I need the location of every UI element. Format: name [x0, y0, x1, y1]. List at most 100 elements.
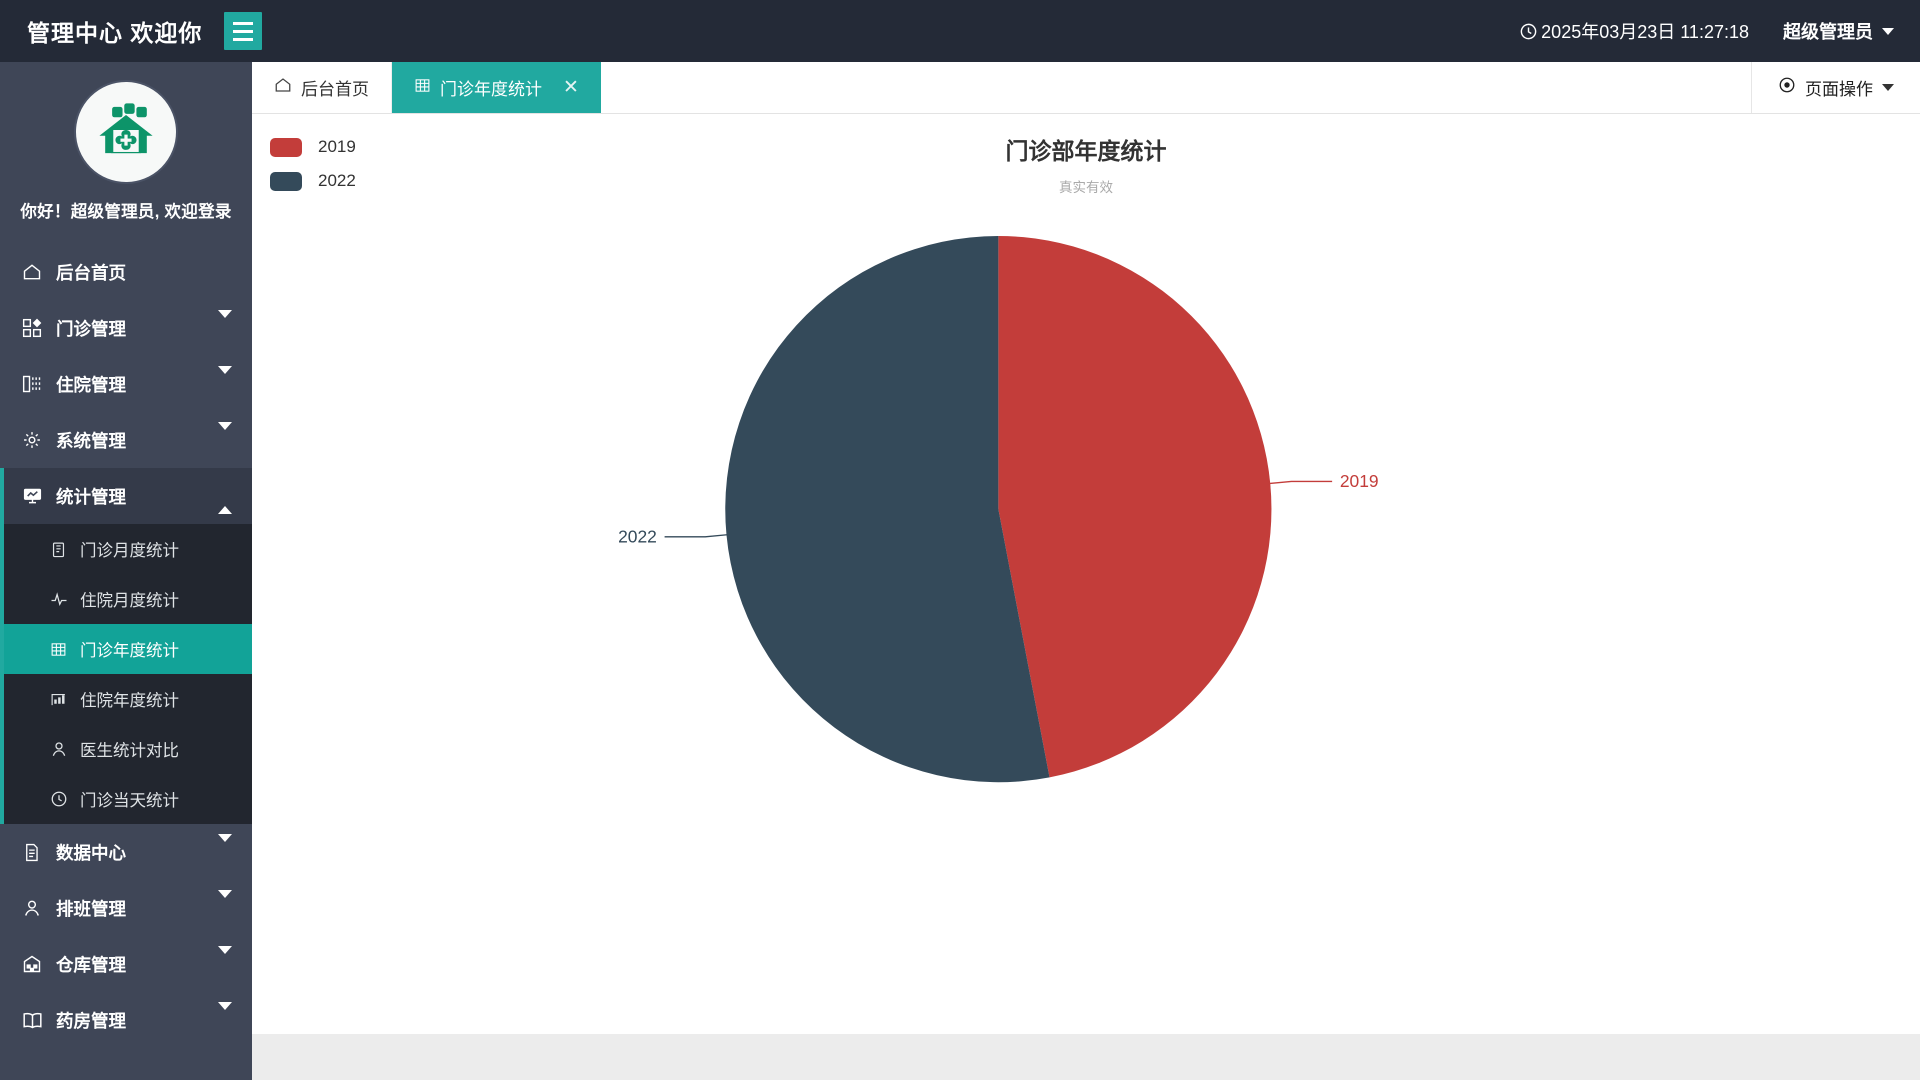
page-title: 管理中心 欢迎你 — [27, 20, 203, 46]
pulse-icon — [50, 590, 72, 608]
user-name-label: 超级管理员 — [1783, 22, 1873, 42]
chart-legend: 2019 2022 — [270, 130, 356, 198]
user-menu[interactable]: 超级管理员 — [1783, 18, 1894, 44]
legend-swatch — [270, 171, 302, 191]
datetime-display: 2025年03月23日 11:27:18 — [1519, 18, 1749, 44]
chevron-down-icon — [1882, 27, 1894, 35]
header-right-group: 2025年03月23日 11:27:18 超级管理员 — [1519, 18, 1920, 44]
user-icon — [50, 740, 72, 758]
sidebar-item-inpatient[interactable]: 住院管理 — [0, 356, 252, 412]
sidebar-item-label: 系统管理 — [56, 430, 126, 451]
tab-home[interactable]: 后台首页 — [252, 62, 392, 113]
sidebar-greeting: 你好！超级管理员, 欢迎登录 — [20, 203, 232, 221]
sidebar-subitem-label: 医生统计对比 — [80, 742, 179, 760]
legend-item-2022[interactable]: 2022 — [270, 164, 356, 198]
book-icon — [22, 1010, 48, 1031]
pie-slice-2022[interactable] — [725, 236, 1050, 783]
pie-slice-2019[interactable] — [998, 236, 1272, 778]
main-region: 后台首页 门诊年度统计 ✕ — [252, 62, 1920, 1080]
tab-label: 后台首页 — [301, 80, 369, 99]
hospital-logo-icon — [89, 93, 163, 172]
sidebar-item-label: 数据中心 — [56, 842, 126, 863]
tab-outpatient-yearly[interactable]: 门诊年度统计 ✕ — [392, 62, 601, 113]
home-icon — [22, 262, 48, 282]
sidebar-item-system[interactable]: 系统管理 — [0, 412, 252, 468]
sidebar-item-label: 住院管理 — [56, 374, 126, 395]
sidebar-item-label: 后台首页 — [56, 262, 126, 283]
pie-svg-wrap: 2019 2022 — [252, 114, 1920, 1034]
sidebar-item-home[interactable]: 后台首页 — [0, 244, 252, 300]
sidebar-subitem-label: 住院年度统计 — [80, 692, 179, 710]
sidebar-item-pharmacy[interactable]: 药房管理 — [0, 992, 252, 1048]
sidebar-item-label: 统计管理 — [56, 486, 126, 507]
sidebar-item-label: 仓库管理 — [56, 954, 126, 975]
pie-leader-line-2022 — [664, 533, 729, 538]
legend-swatch — [270, 137, 302, 157]
sidebar-subitem-label: 门诊月度统计 — [80, 542, 179, 560]
sidebar-item-outpatient[interactable]: 门诊管理 — [0, 300, 252, 356]
hamburger-bar — [233, 37, 254, 41]
gear-icon — [22, 430, 48, 450]
sidebar-subitem-label: 门诊年度统计 — [80, 642, 179, 660]
pie-graphic[interactable]: 2019 2022 — [252, 114, 1920, 1034]
legend-label: 2022 — [318, 171, 356, 190]
datetime-text: 2025年03月23日 11:27:18 — [1541, 22, 1749, 42]
user-icon — [22, 898, 48, 918]
home-icon — [274, 76, 292, 99]
chevron-down-icon — [1882, 84, 1894, 91]
chart-title: 门诊部年度统计 — [1005, 138, 1167, 164]
sidebar-item-data-center[interactable]: 数据中心 — [0, 824, 252, 880]
hamburger-bar — [233, 21, 254, 25]
legend-item-2019[interactable]: 2019 — [270, 130, 356, 164]
tab-bar: 后台首页 门诊年度统计 ✕ — [252, 62, 1920, 114]
warehouse-icon — [22, 954, 48, 974]
sidebar-item-warehouse[interactable]: 仓库管理 — [0, 936, 252, 992]
close-icon[interactable]: ✕ — [563, 77, 579, 98]
layout-grid-icon — [22, 318, 48, 338]
sidebar-menu: 后台首页 门诊管理 — [0, 244, 252, 1048]
sidebar-subitem-inpatient-yearly[interactable]: 住院年度统计 — [4, 674, 252, 724]
chevron-down-icon[interactable] — [218, 309, 232, 339]
chevron-down-icon[interactable] — [218, 833, 232, 863]
sidebar-item-label: 排班管理 — [56, 898, 126, 919]
avatar[interactable] — [74, 80, 178, 184]
chevron-down-icon[interactable] — [218, 421, 232, 451]
page-operations-menu[interactable]: 页面操作 — [1751, 62, 1920, 113]
clock-icon — [50, 790, 72, 808]
sidebar-profile: 你好！超级管理员, 欢迎登录 — [0, 62, 252, 230]
presentation-chart-icon — [22, 486, 48, 507]
chevron-down-icon[interactable] — [218, 945, 232, 975]
sidebar-item-label: 门诊管理 — [56, 318, 126, 339]
sidebar-item-statistics[interactable]: 统计管理 — [0, 468, 252, 524]
hamburger-menu-icon[interactable] — [224, 12, 263, 50]
hamburger-bar — [233, 29, 254, 33]
pie-slice-label-2019: 2019 — [1340, 471, 1379, 491]
sidebar-subitem-doctor-compare[interactable]: 医生统计对比 — [4, 724, 252, 774]
clipboard-icon — [50, 541, 72, 558]
chevron-down-icon[interactable] — [218, 889, 232, 919]
chart-subtitle: 真实有效 — [1059, 180, 1113, 195]
sidebar-subitem-label: 门诊当天统计 — [80, 792, 179, 810]
chevron-up-icon[interactable] — [218, 485, 232, 514]
pie-chart: 2019 2022 门诊部年度统计 真实有效 2019 2022 — [252, 114, 1920, 1034]
sidebar-subitem-inpatient-monthly[interactable]: 住院月度统计 — [4, 574, 252, 624]
pie-leader-line-2019 — [1268, 480, 1333, 485]
page-operations-label: 页面操作 — [1805, 80, 1873, 99]
sidebar-subitem-outpatient-yearly[interactable]: 门诊年度统计 — [4, 624, 252, 674]
statistics-submenu: 门诊月度统计 住院月度统计 — [0, 524, 252, 824]
top-header-bar: 管理中心 欢迎你 2025年03月23日 11:27:18 超级管理员 — [0, 0, 1920, 62]
table-grid-icon — [50, 641, 72, 658]
chevron-down-icon[interactable] — [218, 365, 232, 395]
bar-chart-icon — [50, 691, 72, 708]
body-row: 你好！超级管理员, 欢迎登录 后台首页 — [0, 62, 1920, 1080]
document-icon — [22, 843, 48, 862]
table-grid-icon — [414, 77, 431, 99]
sidebar: 你好！超级管理员, 欢迎登录 后台首页 — [0, 62, 252, 1080]
sidebar-item-label: 药房管理 — [56, 1010, 126, 1031]
pie-slice-label-2022: 2022 — [618, 527, 657, 547]
sidebar-subitem-outpatient-monthly[interactable]: 门诊月度统计 — [4, 524, 252, 574]
sidebar-subitem-outpatient-today[interactable]: 门诊当天统计 — [4, 774, 252, 824]
sidebar-item-schedule[interactable]: 排班管理 — [0, 880, 252, 936]
chevron-down-icon[interactable] — [218, 1001, 232, 1031]
